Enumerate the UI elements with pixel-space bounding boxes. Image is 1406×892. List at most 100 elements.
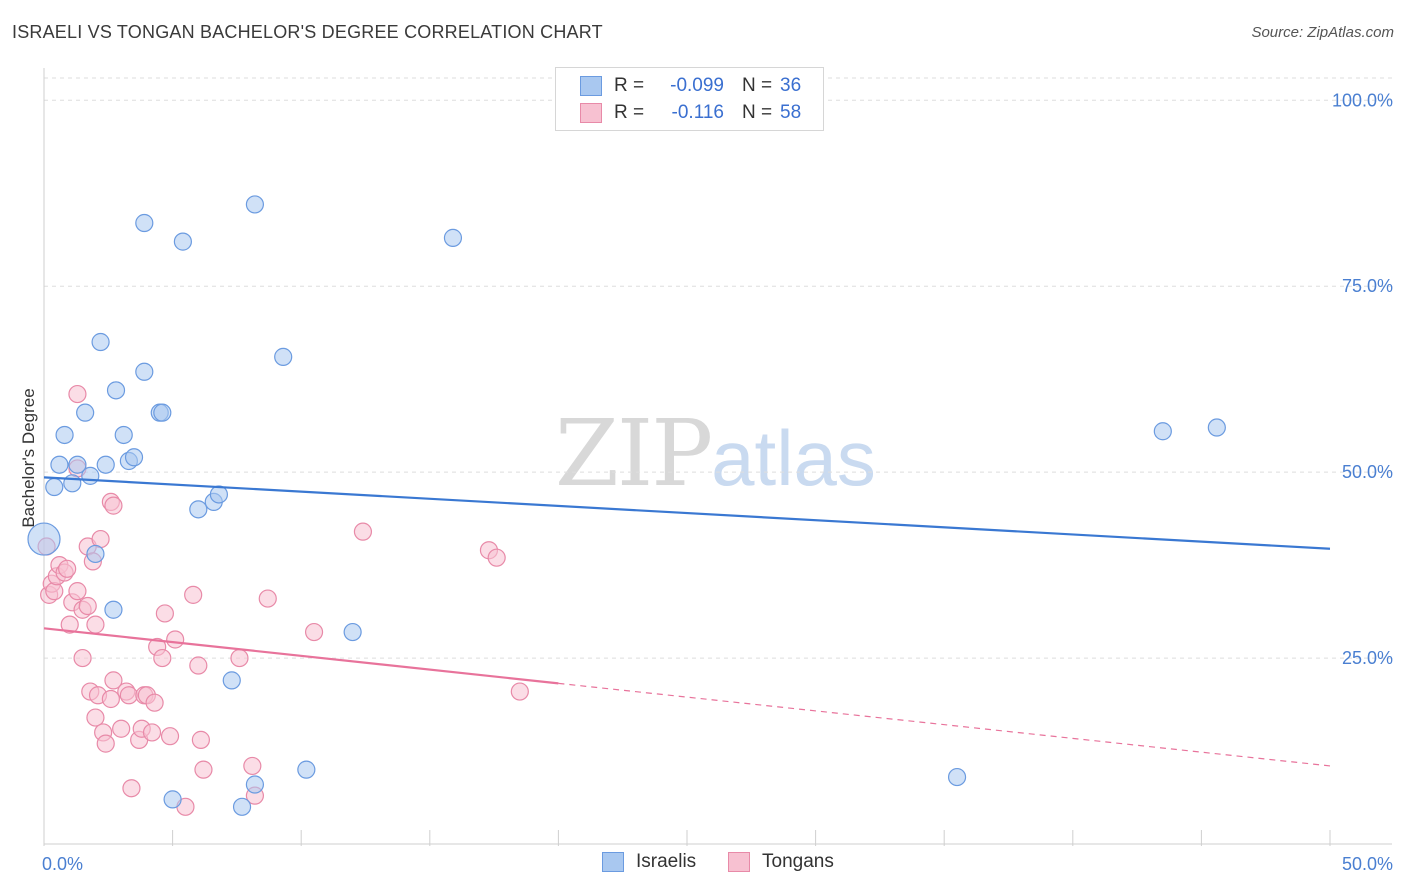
tongans-point [166, 630, 185, 649]
r-label: R = [614, 102, 645, 123]
israelis-point [163, 790, 182, 809]
legend-label-tongans: Tongans [762, 851, 834, 872]
israelis-point [63, 474, 82, 493]
tongans-point [73, 648, 92, 668]
tongans-point [153, 648, 172, 668]
israelis-point [297, 760, 316, 779]
watermark-atlas: atlas [711, 414, 876, 502]
israelis-point [189, 500, 208, 519]
r-value: -0.099 [670, 75, 724, 96]
x-tick-label: 0.0% [42, 854, 83, 874]
n-value: 36 [780, 75, 802, 96]
tongans-swatch [580, 103, 602, 123]
y-tick-label: 75.0% [1342, 276, 1393, 296]
axes [43, 68, 1392, 846]
tongans-point [189, 656, 208, 675]
data-points [27, 195, 1226, 816]
watermark: ZIPatlas [555, 400, 876, 507]
correlation-legend: R = -0.099 N = 36 R = -0.116 N = 58 [555, 67, 824, 131]
tongans-point [58, 559, 77, 578]
israelis-point [106, 381, 126, 400]
trend-lines [43, 476, 1331, 767]
tongans-point [68, 582, 87, 601]
tongans-point [353, 522, 373, 541]
y-tick-label: 25.0% [1342, 648, 1393, 668]
tongans-point [142, 723, 162, 742]
grid [44, 77, 1392, 659]
israelis-point [232, 797, 252, 816]
watermark-zip: ZIP [555, 400, 713, 507]
tongans-point [191, 730, 210, 749]
chart-title: ISRAELI VS TONGAN BACHELOR'S DEGREE CORR… [12, 22, 603, 42]
n-label: N = [742, 102, 773, 123]
israelis-point [173, 232, 192, 251]
tongans-point [60, 615, 79, 634]
tongans-trend-solid [43, 627, 559, 685]
israelis-point [55, 425, 74, 445]
israelis-point [343, 622, 362, 642]
tongans-point [119, 686, 138, 705]
tongans-point [96, 734, 115, 753]
legend-row-tongans: R = -0.116 N = 58 [580, 100, 801, 126]
israelis-trend [43, 476, 1331, 550]
tongans-point [86, 615, 105, 634]
legend-item-israelis[interactable]: Israelis [602, 851, 696, 873]
israelis-point [81, 466, 100, 485]
israelis-point [245, 775, 265, 794]
tongans-point [78, 596, 97, 616]
tongans-point [104, 671, 123, 690]
israelis-point [443, 228, 463, 247]
israelis-point [114, 425, 133, 445]
x-tick-label: 50.0% [1342, 854, 1393, 874]
tongans-point [243, 756, 262, 776]
tongans-point [258, 589, 277, 608]
tongans-point [104, 496, 123, 515]
y-tick-label: 50.0% [1342, 462, 1393, 482]
tongans-point [101, 689, 120, 709]
israelis-point [86, 544, 105, 564]
israelis-point [45, 477, 64, 497]
israelis-swatch [580, 76, 602, 96]
israelis-point [104, 600, 123, 619]
tongans-point [86, 708, 105, 727]
israelis-point [76, 403, 95, 422]
israelis-point [947, 767, 967, 787]
israelis-point [222, 671, 241, 690]
israelis-point [91, 332, 110, 352]
israelis-swatch [602, 852, 624, 872]
legend-label-israelis: Israelis [636, 851, 697, 872]
israelis-point [209, 485, 228, 504]
tongans-point [155, 604, 174, 623]
tongans-point [510, 682, 529, 701]
israelis-point [274, 347, 293, 366]
tongans-trend-dashed [558, 682, 1331, 767]
legend-item-tongans[interactable]: Tongans [728, 851, 834, 873]
r-label: R = [614, 75, 645, 96]
israelis-point [27, 522, 61, 556]
tongans-point [112, 719, 131, 738]
y-axis-label: Bachelor's Degree [19, 388, 38, 527]
y-tick-label: 100.0% [1332, 90, 1393, 110]
tongans-point [122, 779, 141, 798]
tongans-point [194, 760, 213, 779]
israelis-point [124, 448, 144, 467]
n-label: N = [742, 75, 773, 96]
r-value: -0.116 [671, 102, 724, 123]
tick-labels: 25.0% 50.0% 75.0% 100.0% 0.0% 50.0% Bachelor's… [19, 90, 1393, 874]
n-value: 58 [780, 102, 802, 123]
israelis-point [1207, 418, 1226, 437]
tongans-swatch [728, 852, 750, 872]
tongans-point [230, 648, 249, 668]
legend-row-israelis: R = -0.099 N = 36 [580, 73, 801, 99]
israelis-point [68, 455, 87, 474]
israelis-point [153, 403, 172, 422]
tongans-point [184, 585, 203, 604]
israelis-point [135, 213, 154, 233]
tongans-point [487, 548, 506, 567]
israelis-point [245, 195, 265, 214]
israelis-point [96, 455, 115, 474]
israelis-point [50, 455, 69, 474]
tongans-point [160, 727, 180, 746]
source-credit: Source: ZipAtlas.com [1251, 24, 1394, 41]
